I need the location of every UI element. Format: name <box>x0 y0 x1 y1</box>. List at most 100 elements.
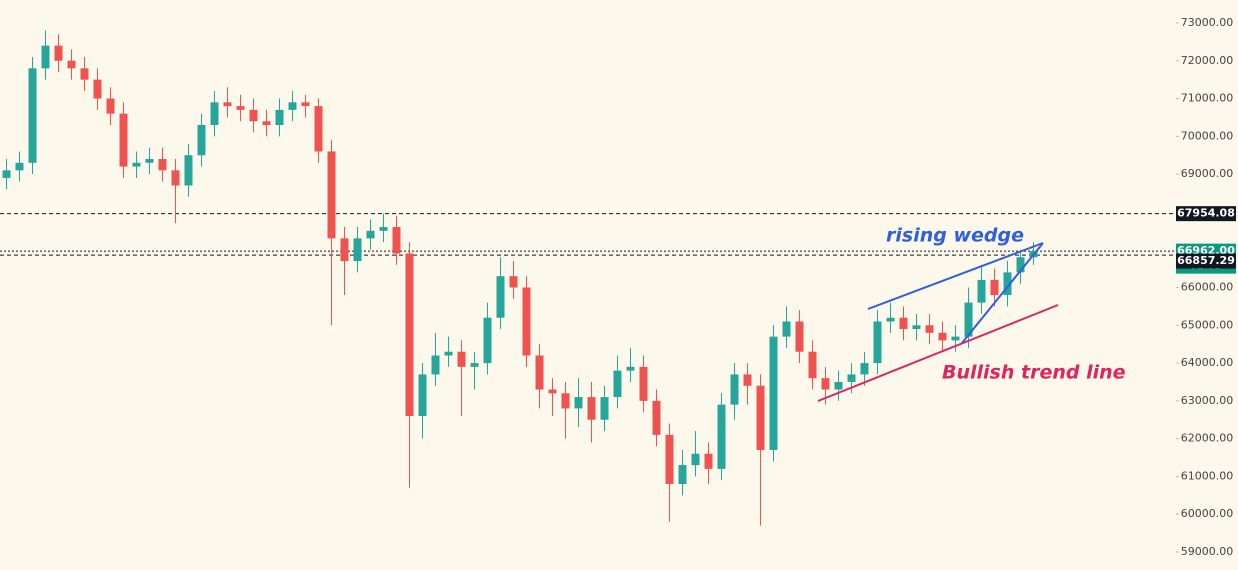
candle-body <box>509 276 518 288</box>
candle-body <box>574 397 583 409</box>
candle-body <box>990 279 999 296</box>
candle-body <box>847 374 856 382</box>
candle-body <box>405 253 414 416</box>
candle-body <box>782 321 791 337</box>
candle-body <box>600 397 609 420</box>
candle-body <box>548 389 557 394</box>
y-tick-label: 70000.00 <box>1181 129 1234 142</box>
candle-body <box>1016 257 1025 273</box>
y-tick-label: 61000.00 <box>1181 469 1234 482</box>
candle-body <box>834 381 843 390</box>
price-lines <box>0 213 1176 256</box>
candle-body <box>561 393 570 409</box>
candle-body <box>652 400 661 435</box>
candle-body <box>717 404 726 469</box>
candle-body <box>67 60 76 69</box>
candle-body <box>392 227 401 254</box>
candle-body <box>262 121 271 126</box>
y-tick-label: 73000.00 <box>1181 16 1234 29</box>
candle-body <box>483 317 492 364</box>
candle-body <box>158 159 167 171</box>
candle-body <box>210 102 219 126</box>
candle-body <box>678 465 687 484</box>
y-tick-label: 66000.00 <box>1181 280 1234 293</box>
candle-body <box>977 279 986 303</box>
candle-body <box>704 453 713 469</box>
candle-body <box>418 374 427 416</box>
candle-body <box>691 453 700 466</box>
candle-body <box>28 68 37 163</box>
candle-body <box>860 363 869 375</box>
candle-body <box>15 162 24 171</box>
candle-body <box>41 45 50 69</box>
candle-body <box>457 351 466 367</box>
candle-body <box>496 276 505 318</box>
candle-body <box>132 162 141 167</box>
candle-body <box>119 113 128 167</box>
candle-body <box>522 287 531 356</box>
candle-body <box>106 98 115 114</box>
candle-body <box>444 351 453 356</box>
candle-body <box>964 302 973 337</box>
candle-body <box>730 374 739 405</box>
wedge-lower <box>961 242 1044 344</box>
candle-body <box>223 102 232 107</box>
candle-body <box>327 151 336 239</box>
price-line-box <box>1176 206 1236 222</box>
price-line-label: 66857.29 <box>1177 254 1235 267</box>
candle-body <box>626 366 635 371</box>
candle-body <box>912 325 921 330</box>
candle-body <box>587 397 596 420</box>
candle-body <box>275 109 284 126</box>
candle-body <box>197 125 206 156</box>
annotation: rising wedge <box>886 225 1024 247</box>
candle-body <box>301 102 310 107</box>
candle-body <box>2 170 11 178</box>
candle-body <box>665 434 674 484</box>
candle-body <box>743 374 752 386</box>
candle-body <box>54 45 63 61</box>
candle-body <box>288 102 297 110</box>
price-line-label: 67954.08 <box>1177 207 1235 220</box>
y-tick-label: 65000.00 <box>1181 318 1234 331</box>
candle-body <box>808 351 817 379</box>
candle-body <box>314 106 323 152</box>
y-tick-label: 60000.00 <box>1181 507 1234 520</box>
candle-body <box>535 355 544 390</box>
candle-body <box>769 336 778 450</box>
candle-body <box>80 68 89 80</box>
candle-body <box>899 317 908 330</box>
y-tick-label: 63000.00 <box>1181 394 1234 407</box>
candle-body <box>470 363 479 367</box>
candle-body <box>938 332 947 341</box>
candle-body <box>431 355 440 375</box>
price-line-box <box>1176 253 1236 269</box>
candles <box>2 30 1038 526</box>
candle-body <box>340 238 349 262</box>
candle-body <box>184 155 193 186</box>
candle-body <box>886 317 895 322</box>
y-tick-label: 72000.00 <box>1181 54 1234 67</box>
candle-body <box>353 238 362 262</box>
candle-body <box>795 321 804 352</box>
candle-body <box>93 79 102 99</box>
candle-body <box>821 378 830 390</box>
candle-body <box>379 227 388 231</box>
trend-line <box>817 304 1059 402</box>
candle-body <box>171 170 180 186</box>
candle-body <box>756 385 765 450</box>
y-tick-label: 64000.00 <box>1181 356 1234 369</box>
candle-body <box>873 321 882 364</box>
y-tick-label: 62000.00 <box>1181 432 1234 445</box>
annotation: Bullish trend line <box>942 362 1126 384</box>
candle-body <box>951 336 960 341</box>
candle-body <box>145 159 154 163</box>
candle-body <box>639 366 648 401</box>
wedge-upper <box>867 242 1044 310</box>
candle-body <box>366 230 375 239</box>
candle-body <box>249 109 258 122</box>
candle-body <box>613 370 622 398</box>
